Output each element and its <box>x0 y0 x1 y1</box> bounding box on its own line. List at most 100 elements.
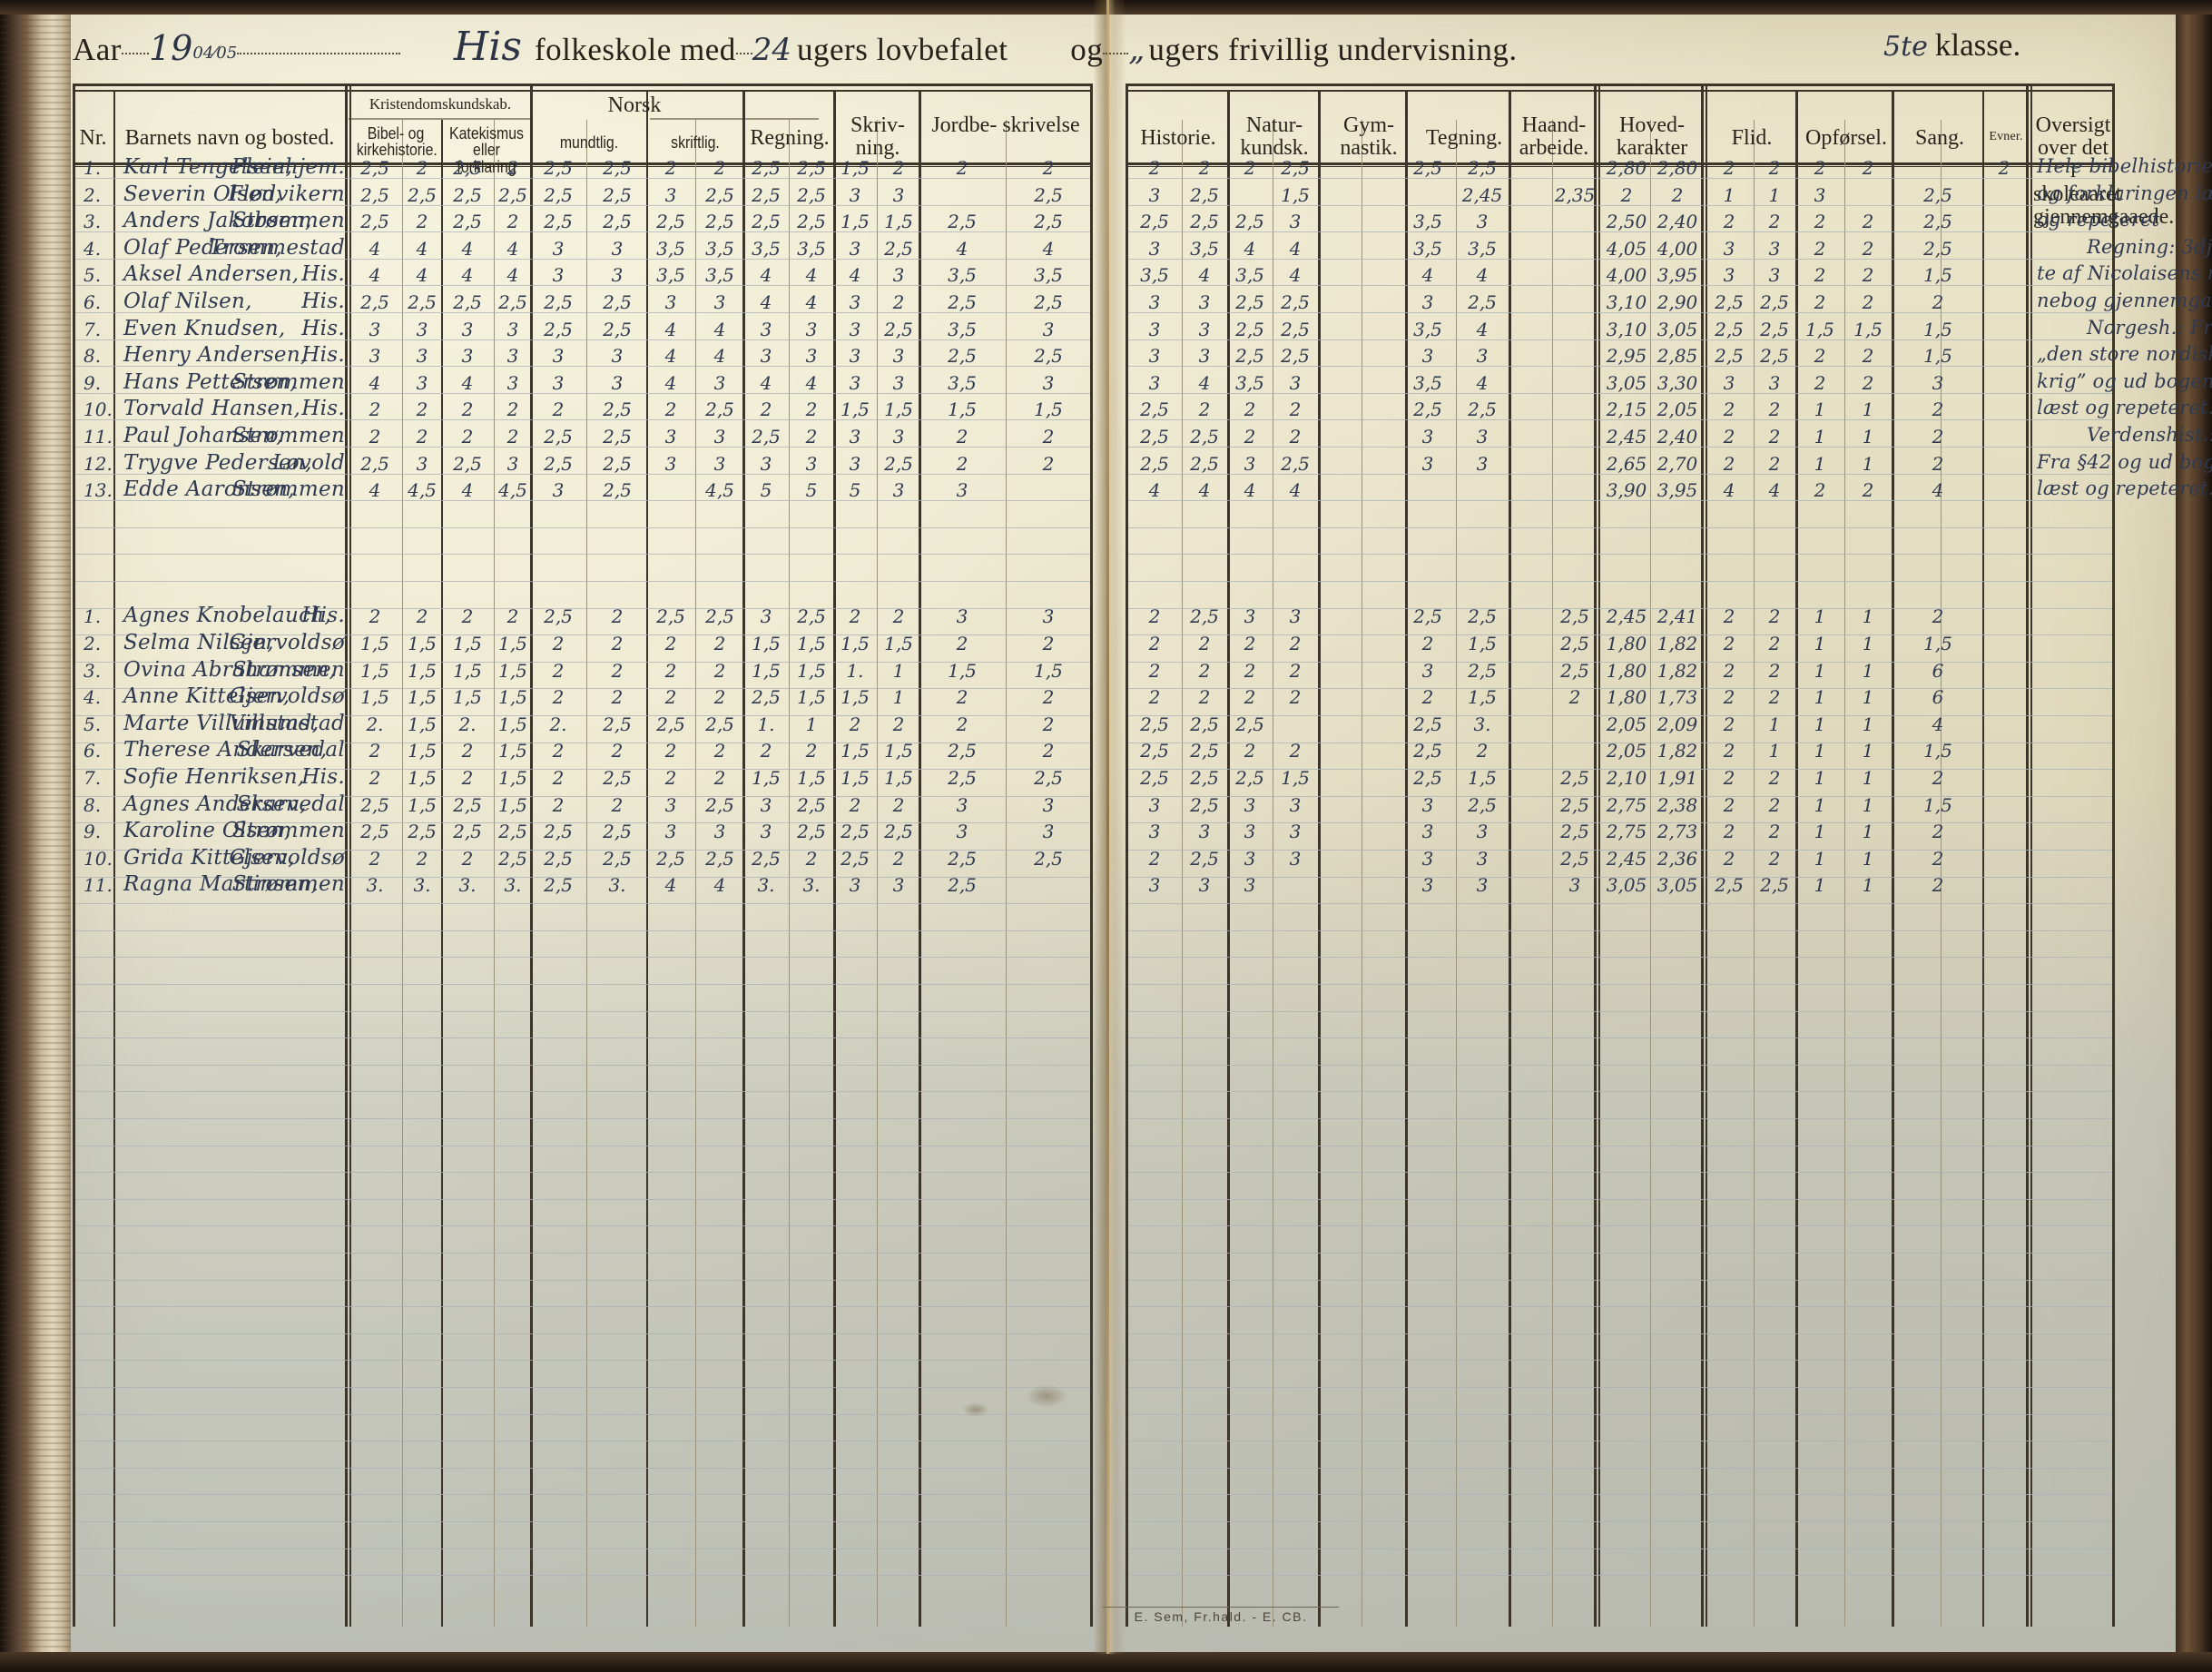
grade-cell: 2,5 <box>1034 847 1063 870</box>
col-header-evner: Evner. <box>1989 130 2023 143</box>
grade-cell: 4 <box>760 371 772 394</box>
grade-cell: 2. <box>366 713 384 735</box>
book-edge-right <box>2176 0 2212 1672</box>
grade-cell: 1 <box>1814 713 1826 735</box>
grade-cell: 3 <box>1723 371 1735 394</box>
grade-cell: 2 <box>1814 211 1826 233</box>
grade-cell: 3 <box>664 291 677 313</box>
grade-cell: 4 <box>461 371 474 394</box>
grade-cell: 1 <box>1862 766 1874 789</box>
grade-cell: 2,5 <box>1560 821 1589 843</box>
grade-cell: 3,5 <box>1413 371 1442 394</box>
grade-cell: 2 <box>369 605 381 628</box>
grade-cell: 1 <box>1814 605 1826 628</box>
grade-cell: 1 <box>1862 713 1874 735</box>
grade-cell: 3 <box>664 793 677 816</box>
grade-cell: 3 <box>1476 426 1489 448</box>
grade-cell: 3 <box>1198 874 1211 897</box>
grade-cell: 3 <box>1042 793 1055 816</box>
grade-cell: 2,5 <box>498 847 527 870</box>
grade-cell: 2 <box>1723 713 1735 735</box>
col-header-katekismus: Katekismus eller forklaring <box>449 124 524 176</box>
grade-cell: 2,5 <box>1190 426 1219 448</box>
student-name: Anders Jakobsen, <box>123 209 312 233</box>
grade-cell: 2,5 <box>656 847 685 870</box>
grade-cell: 2,5 <box>498 183 527 206</box>
grade-cell: 4 <box>461 479 474 502</box>
grade-cell: 2,5 <box>1468 291 1497 313</box>
register-table: Nr. Barnets navn og bosted. Kristendomsk… <box>73 84 2174 1627</box>
grade-cell: 3 <box>416 345 428 368</box>
grade-cell: 1,5 <box>884 211 913 233</box>
student-name: Anne Kittelsen, <box>123 684 290 709</box>
grade-cell: 2,5 <box>603 766 632 789</box>
grade-cell: 2 <box>1148 847 1161 870</box>
grade-cell: 4 <box>369 479 381 502</box>
grade-cell: 2 <box>1723 157 1735 179</box>
grade-cell: 3 <box>1421 345 1434 368</box>
grade-cell: 3. <box>802 874 821 897</box>
grade-cell: 4 <box>805 371 818 394</box>
col-header-historie: Historie. <box>1140 126 1216 150</box>
grade-cell: 3,5 <box>1235 264 1264 287</box>
grade-cell: 2,5 <box>705 398 734 421</box>
grade-cell: 1,5 <box>948 659 977 682</box>
grade-cell: 1,5 <box>408 659 437 682</box>
grade-cell: 1,5 <box>797 686 826 709</box>
grade-cell: 2,5 <box>360 183 389 206</box>
grade-cell: 3 <box>664 426 677 448</box>
grade-cell: 2 <box>1198 398 1211 421</box>
grade-cell: 3 <box>849 183 861 206</box>
grade-cell: 2,5 <box>453 211 482 233</box>
grade-cell: 2 <box>1198 659 1211 682</box>
grade-cell: 3. <box>413 874 431 897</box>
grade-cell: 2 <box>461 426 474 448</box>
grade-cell: 1,5 <box>408 686 437 709</box>
grade-cell: 2,5 <box>453 793 482 816</box>
grade-cell: 3 <box>611 237 624 260</box>
grade-cell: 2,5 <box>603 157 632 179</box>
grade-cell: 1,5 <box>752 659 781 682</box>
grade-cell: 3 <box>892 479 905 502</box>
grade-cell: 4 <box>1198 479 1211 502</box>
binding-thread <box>1106 0 1109 1654</box>
grade-cell: 2 <box>1723 793 1735 816</box>
grade-cell: 3,5 <box>948 264 977 287</box>
grade-cell: 3 <box>1814 183 1826 206</box>
grade-cell: 2 <box>1244 426 1256 448</box>
grade-cell: 1,5 <box>408 766 437 789</box>
grade-cell: 2 <box>849 605 861 628</box>
grade-cell: 2,5 <box>1140 766 1169 789</box>
grade-cell: 2. <box>458 713 477 735</box>
overview-note-line: Fra §42 og ud bogen, <box>2037 450 2212 473</box>
grade-cell: 3 <box>1289 371 1302 394</box>
grade-cell: 2 <box>1768 793 1781 816</box>
grade-cell: 2,5 <box>1034 291 1063 313</box>
grade-cell: 1,82 <box>1657 740 1698 762</box>
grade-cell: 2. <box>549 713 567 735</box>
grade-cell: 2,5 <box>1468 398 1497 421</box>
grade-cell: 3 <box>849 291 861 313</box>
row-number: 2. <box>84 632 102 654</box>
grade-cell: 4,5 <box>705 479 734 502</box>
grade-cell: 2 <box>892 713 905 735</box>
grade-cell: 4 <box>1289 264 1302 287</box>
col-header-skrivning: Skriv- ning. <box>850 113 905 161</box>
grade-cell: 4 <box>1476 318 1489 340</box>
grade-cell: 2,5 <box>603 821 632 843</box>
grade-cell: 3 <box>760 345 772 368</box>
grade-cell: 2,5 <box>1190 211 1219 233</box>
grade-cell: 1,80 <box>1606 632 1647 654</box>
grade-cell: 2 <box>1862 479 1874 502</box>
student-residence: His. <box>301 316 345 340</box>
grade-cell: 2,5 <box>1281 157 1310 179</box>
grade-cell: 3 <box>713 821 726 843</box>
col-header-tegning: Tegning. <box>1425 126 1503 150</box>
row-number: 13. <box>84 479 113 502</box>
overview-note-line: Verdenshist.: <box>2037 424 2212 446</box>
grade-cell: 3,5 <box>1413 237 1442 260</box>
student-name: Severin Olsen, <box>123 182 282 206</box>
grade-cell: 3,95 <box>1657 479 1698 502</box>
student-name: Agnes Knobelauch, <box>123 604 332 628</box>
